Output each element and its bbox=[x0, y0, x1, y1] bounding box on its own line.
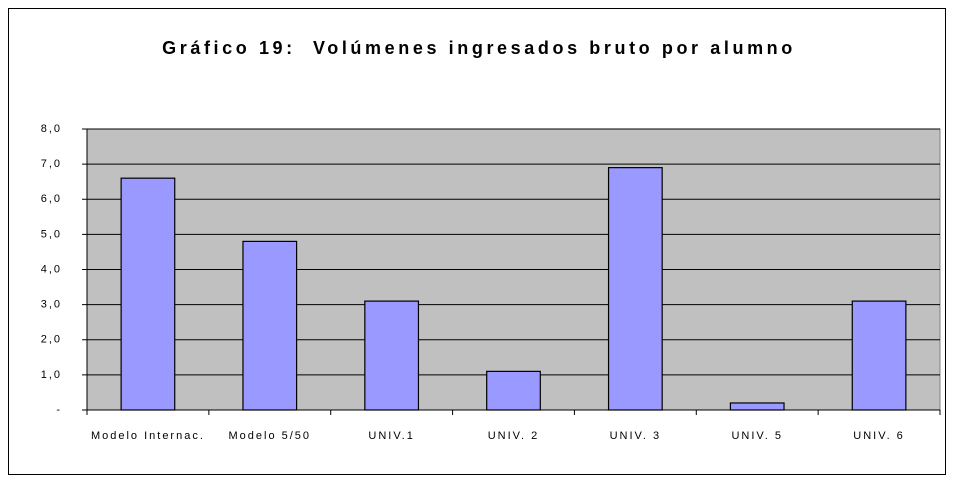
y-tick-label: 8,0 bbox=[41, 123, 62, 135]
bar bbox=[607, 167, 663, 411]
x-tick-label: UNIV. 6 bbox=[853, 430, 905, 442]
bar bbox=[120, 177, 176, 411]
bar bbox=[729, 402, 785, 411]
x-tick-label: Modelo 5/50 bbox=[228, 430, 312, 442]
bar bbox=[242, 240, 298, 411]
bar bbox=[486, 370, 541, 411]
y-tick-label: 3,0 bbox=[41, 299, 62, 311]
bar bbox=[364, 300, 420, 411]
y-tick-label: 6,0 bbox=[41, 193, 62, 205]
x-tick-label: UNIV. 5 bbox=[731, 430, 783, 442]
x-tick-label: UNIV.1 bbox=[368, 430, 415, 442]
chart-title: Gráfico 19: Volúmenes ingresados bruto p… bbox=[162, 38, 796, 58]
y-tick-label: 4,0 bbox=[41, 263, 62, 275]
y-tick-label: 7,0 bbox=[41, 158, 62, 170]
y-tick-label: 2,0 bbox=[41, 334, 62, 346]
x-tick-label: Modelo Internac. bbox=[90, 430, 205, 442]
bar bbox=[851, 300, 907, 411]
x-tick-label: UNIV. 3 bbox=[609, 430, 662, 442]
y-tick-label: - bbox=[56, 404, 62, 416]
y-tick-label: 5,0 bbox=[41, 228, 62, 240]
y-tick-label: 1,0 bbox=[41, 369, 62, 381]
x-tick-label: UNIV. 2 bbox=[487, 430, 540, 442]
chart-frame bbox=[8, 8, 946, 475]
